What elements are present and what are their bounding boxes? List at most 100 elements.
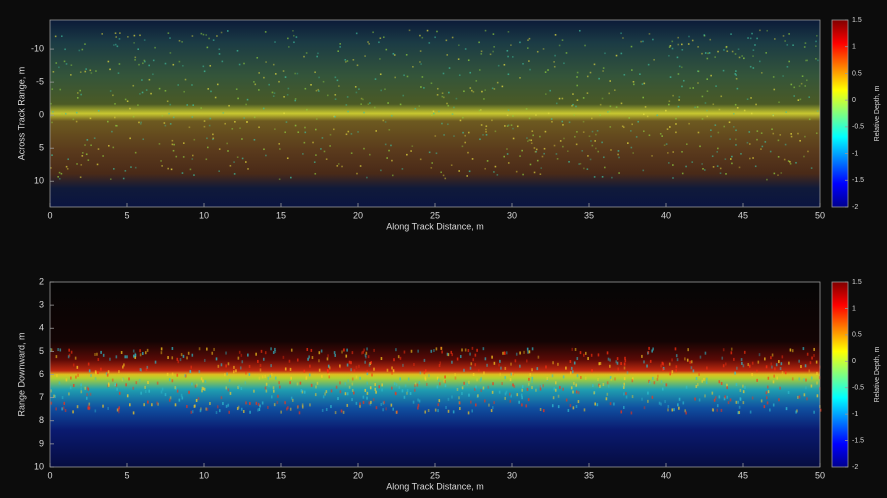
speckle xyxy=(675,347,677,350)
speckle xyxy=(693,369,695,372)
speckle xyxy=(356,366,358,369)
speckle xyxy=(594,64,596,66)
speckle xyxy=(331,389,333,392)
speckle xyxy=(712,155,714,157)
speckle xyxy=(396,383,398,386)
speckle xyxy=(146,368,148,371)
speckle xyxy=(249,373,251,376)
speckle xyxy=(684,357,686,360)
speckle xyxy=(177,390,179,393)
speckle xyxy=(310,84,312,86)
speckle xyxy=(458,44,460,46)
speckle xyxy=(664,144,666,146)
figure: 05101520253035404550-10-50510Along Track… xyxy=(0,0,887,498)
speckle xyxy=(743,57,745,59)
speckle xyxy=(409,30,411,32)
speckle xyxy=(133,42,135,44)
speckle xyxy=(82,152,84,154)
speckle xyxy=(451,164,453,166)
speckle xyxy=(134,59,136,61)
speckle xyxy=(668,405,670,408)
speckle xyxy=(185,79,187,81)
speckle xyxy=(803,378,805,381)
speckle xyxy=(636,136,638,138)
speckle xyxy=(425,376,427,379)
speckle xyxy=(437,409,439,412)
speckle xyxy=(279,148,281,150)
speckle xyxy=(172,373,174,376)
speckle xyxy=(562,388,564,391)
speckle xyxy=(463,382,465,385)
speckle xyxy=(702,96,704,98)
speckle xyxy=(249,402,251,405)
speckle xyxy=(478,42,480,44)
speckle xyxy=(59,172,61,174)
speckle xyxy=(752,55,754,57)
speckle xyxy=(142,138,144,140)
speckle xyxy=(460,355,462,358)
speckle xyxy=(733,358,735,361)
speckle xyxy=(265,31,267,33)
speckle xyxy=(595,134,597,136)
speckle xyxy=(563,138,565,140)
speckle xyxy=(730,158,732,160)
speckle xyxy=(218,365,220,368)
speckle xyxy=(597,378,599,381)
speckle xyxy=(417,406,419,409)
speckle xyxy=(669,363,671,366)
speckle xyxy=(137,104,139,106)
speckle xyxy=(171,356,173,359)
speckle xyxy=(682,173,684,175)
speckle xyxy=(725,173,727,175)
speckle xyxy=(469,170,471,172)
speckle xyxy=(741,55,743,57)
speckle xyxy=(609,80,611,82)
speckle xyxy=(181,41,183,43)
speckle xyxy=(436,152,438,154)
speckle xyxy=(435,409,437,412)
speckle xyxy=(558,395,560,398)
speckle xyxy=(366,397,368,400)
speckle xyxy=(512,115,514,117)
speckle xyxy=(660,364,662,367)
speckle xyxy=(681,44,683,46)
speckle xyxy=(750,97,752,99)
speckle xyxy=(721,382,723,385)
speckle xyxy=(515,359,517,362)
speckle xyxy=(172,144,174,146)
speckle xyxy=(774,173,776,175)
speckle xyxy=(154,47,156,49)
speckle xyxy=(326,158,328,160)
speckle xyxy=(329,366,331,369)
speckle xyxy=(205,380,207,383)
speckle xyxy=(461,392,463,395)
speckle xyxy=(744,386,746,389)
speckle xyxy=(614,377,616,380)
speckle xyxy=(513,385,515,388)
speckle xyxy=(517,126,519,128)
speckle xyxy=(334,354,336,357)
speckle xyxy=(182,172,184,174)
speckle xyxy=(468,411,470,414)
x-tick-label: 15 xyxy=(276,210,286,220)
speckle xyxy=(285,76,287,78)
speckle xyxy=(687,348,689,351)
speckle xyxy=(178,360,180,363)
speckle xyxy=(278,381,280,384)
speckle xyxy=(620,410,622,413)
speckle xyxy=(507,56,509,58)
speckle xyxy=(159,88,161,90)
speckle xyxy=(712,392,714,395)
speckle xyxy=(555,381,557,384)
speckle xyxy=(730,398,732,401)
speckle xyxy=(651,155,653,157)
speckle xyxy=(275,377,277,380)
speckle xyxy=(459,401,461,404)
speckle xyxy=(624,367,626,370)
speckle xyxy=(529,118,531,120)
speckle xyxy=(436,347,438,350)
speckle xyxy=(485,30,487,32)
speckle xyxy=(317,89,319,91)
speckle xyxy=(675,123,677,125)
speckle xyxy=(715,124,717,126)
